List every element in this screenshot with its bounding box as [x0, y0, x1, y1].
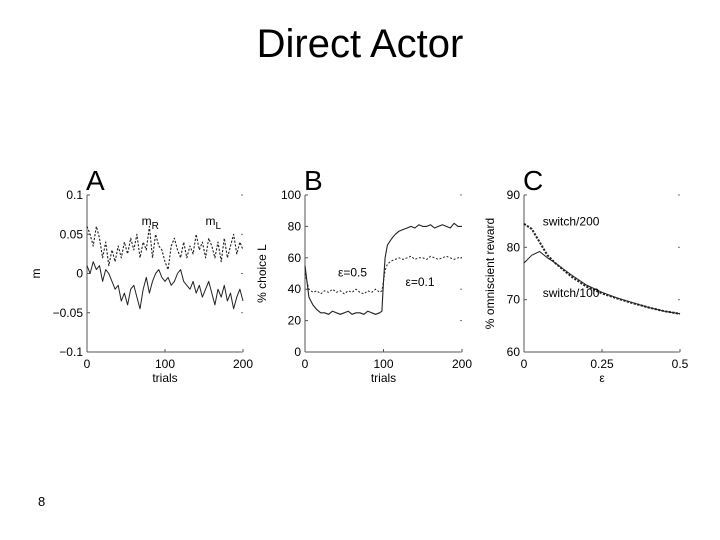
panel-b-annotation: ε=0.5	[338, 266, 367, 280]
panel-c-y-tick-label: 90	[507, 188, 521, 202]
panel-c-x-tick-label: 0.25	[590, 357, 614, 371]
panel-a-annotation-subscript: R	[152, 221, 159, 232]
panel-c-y-tick-label: 60	[507, 345, 521, 359]
panel-a-x-tick-label: 100	[155, 357, 175, 371]
panel-c-x-tick-label: 0	[521, 357, 528, 371]
panel-a-x-tick-label: 200	[233, 357, 253, 371]
panel-a-annotation-subscript: L	[216, 221, 222, 232]
panel-b-y-tick-label: 40	[288, 282, 302, 296]
panel-b-x-tick-label: 100	[373, 357, 393, 371]
panel-a-letter: A	[86, 165, 105, 196]
panel-c-annotation: switch/200	[543, 214, 600, 228]
panel-b-y-tick-label: 20	[288, 314, 302, 328]
panel-b-x-axis-label: trials	[371, 371, 396, 385]
panel-b-x-tick-label: 0	[302, 357, 309, 371]
panel-a-y-axis-label: m	[29, 269, 43, 279]
panel-c-y-axis-label: % omniscient reward	[483, 218, 497, 329]
panel-b-y-tick-label: 0	[294, 345, 301, 359]
panel-a-annotation: mL	[206, 214, 222, 232]
panel-a-series-line-2	[86, 261, 244, 310]
panel-a-x-axis-label: trials	[152, 371, 177, 385]
panel-a-series-line-1	[86, 225, 244, 271]
panel-b-y-tick-label: 60	[288, 251, 302, 265]
panel-b-series-line-1	[304, 222, 462, 315]
panel-a-x-tick-label: 0	[84, 357, 91, 371]
panel-c-y-tick-label: 80	[507, 240, 521, 254]
panel-b-y-tick-label: 80	[288, 219, 302, 233]
panel-b-y-tick-label: 100	[281, 188, 301, 202]
panel-c-y-tick-label: 70	[507, 293, 521, 307]
panel-c-series-line-1	[523, 222, 681, 315]
panel-c-annotation: switch/100	[543, 286, 600, 300]
panel-b-annotation: ε=0.1	[405, 275, 434, 289]
panel-a-y-tick-label: 0.05	[60, 227, 84, 241]
panel-c-letter: C	[523, 165, 543, 196]
panel-a-y-tick-label: 0.1	[66, 188, 83, 202]
panel-c-x-tick-label: 0.5	[672, 357, 689, 371]
panel-c-x-axis-label: ε	[599, 371, 605, 385]
slide-title: Direct Actor	[256, 22, 464, 66]
panel-b-letter: B	[304, 165, 323, 196]
panel-a-y-tick-label: −0.1	[59, 345, 83, 359]
panel-c-series-line-2	[523, 251, 681, 315]
page-number: 8	[38, 494, 46, 509]
panel-a-y-tick-label: −0.05	[53, 306, 84, 320]
panel-a-y-tick-label: 0	[76, 267, 83, 281]
panel-b-y-axis-label: % choice L	[255, 244, 269, 303]
panel-b-x-tick-label: 200	[452, 357, 472, 371]
